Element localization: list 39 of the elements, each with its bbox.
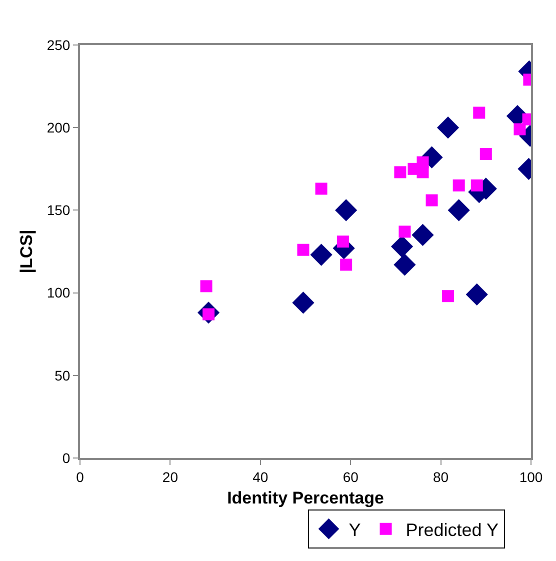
y-tick-label: 0 <box>62 450 70 466</box>
point <box>514 123 526 136</box>
x-axis-title: Identity Percentage <box>227 488 384 508</box>
point <box>473 106 486 119</box>
point <box>426 194 438 206</box>
point <box>398 226 411 238</box>
legend-label: Predicted Y <box>406 520 499 540</box>
point <box>394 166 406 178</box>
point <box>448 199 470 222</box>
point <box>436 116 460 139</box>
legend-label: Y <box>348 520 361 540</box>
point <box>335 199 358 222</box>
point <box>442 290 454 302</box>
y-tick-label: 200 <box>46 120 70 136</box>
point <box>412 224 434 246</box>
point <box>394 254 416 276</box>
x-tick-label: 80 <box>433 468 449 485</box>
y-tick-label: 100 <box>46 284 70 301</box>
y-tick-label: 150 <box>46 202 70 218</box>
point <box>297 244 310 256</box>
point <box>200 280 212 292</box>
point <box>452 179 465 192</box>
point <box>310 244 332 266</box>
x-tick-label: 0 <box>76 468 84 485</box>
point <box>340 258 352 271</box>
x-tick-label: 40 <box>252 468 268 485</box>
x-tick-label: 20 <box>162 468 178 485</box>
point <box>336 236 349 248</box>
point <box>292 292 314 314</box>
x-tick-label: 60 <box>342 468 359 485</box>
x-tick-label: 100 <box>519 468 543 485</box>
y-axis-title: |LCS| <box>16 230 36 274</box>
point <box>416 156 429 168</box>
y-tick-label: 50 <box>54 367 70 384</box>
point <box>315 182 328 195</box>
point <box>480 148 492 160</box>
point <box>470 179 483 192</box>
point <box>466 283 488 306</box>
y-tick-label: 250 <box>46 36 70 53</box>
